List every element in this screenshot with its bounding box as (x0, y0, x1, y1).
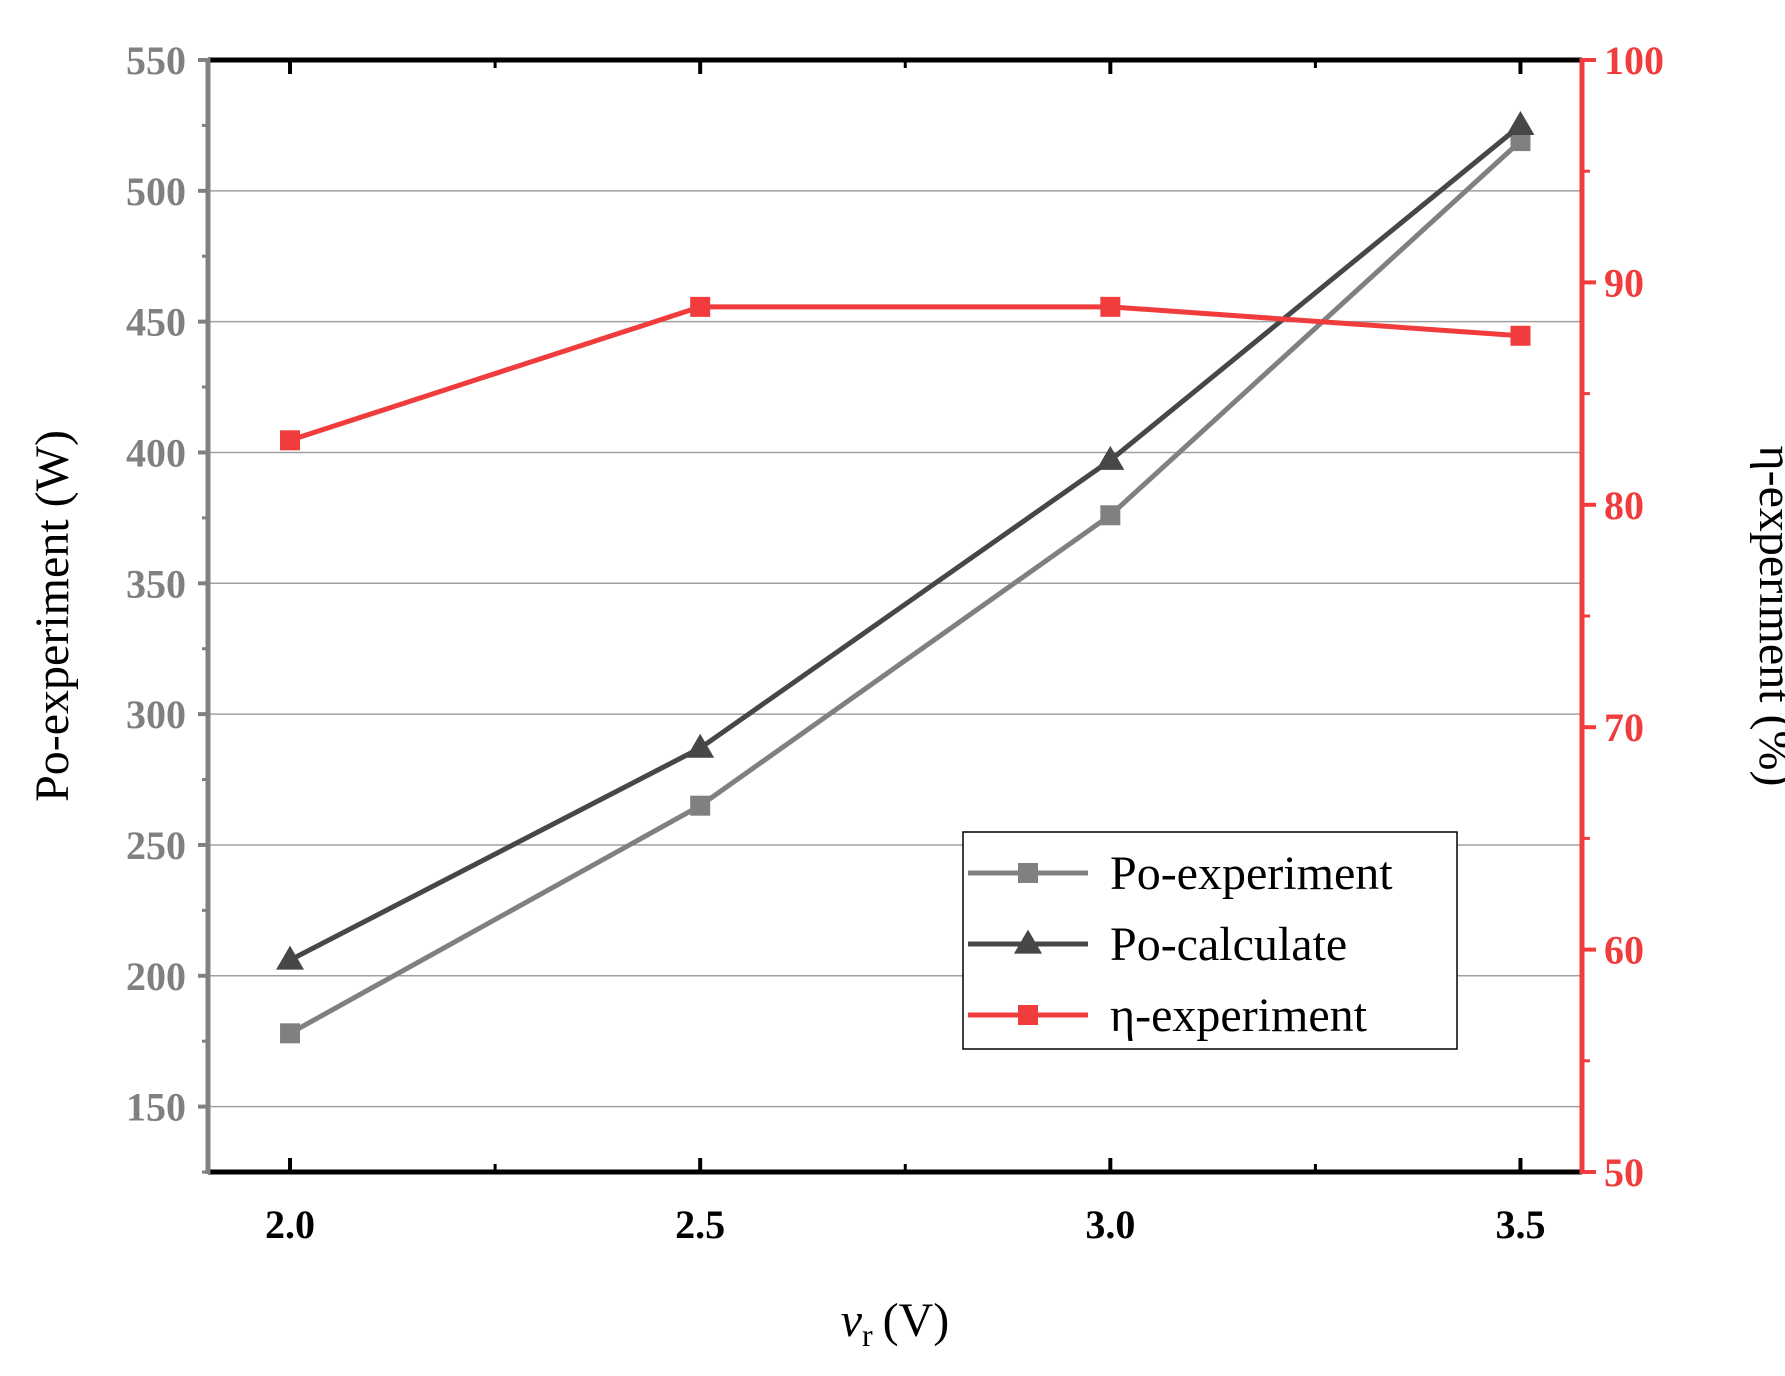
left-tick-label: 550 (126, 38, 186, 83)
x-tick-label: 2.5 (675, 1202, 725, 1247)
x-tick-label: 3.0 (1085, 1202, 1135, 1247)
left-tick-label: 200 (126, 954, 186, 999)
data-point (690, 795, 711, 816)
x-tick-label: 3.5 (1495, 1202, 1545, 1247)
data-point (690, 296, 711, 317)
data-point (686, 733, 715, 758)
x-tick-label: 2.0 (265, 1202, 315, 1247)
x-axis-title-var: v (841, 1294, 863, 1347)
x-axis-title-sub: r (862, 1317, 873, 1353)
series-line (288, 139, 1523, 1036)
right-tick-label: 80 (1604, 483, 1644, 528)
left-axis-title: Po-experiment (W) (26, 430, 79, 802)
left-tick-label: 500 (126, 169, 186, 214)
legend: Po-experiment Po-calculate η-experiment (962, 831, 1458, 1050)
left-tick-label: 450 (126, 300, 186, 345)
series-line (289, 304, 1521, 443)
right-axis-title: η-experiment (%) (1749, 446, 1785, 787)
x-axis-title-unit: (V) (883, 1294, 950, 1347)
left-tick-label: 300 (126, 692, 186, 737)
legend-label: Po-calculate (1110, 918, 1347, 971)
legend-marker (1014, 929, 1042, 954)
data-point (1510, 325, 1531, 346)
data-point (1096, 445, 1125, 470)
tick-labels: 150 200 250 300 350 400 450 500 550 50 60 70 80 90 100… (126, 38, 1664, 1247)
legend-label: Po-experiment (1110, 847, 1393, 900)
series-line (288, 123, 1523, 963)
data-point (280, 430, 301, 451)
left-tick-label: 400 (126, 430, 186, 475)
series-layer (276, 111, 1535, 1044)
x-axis-title: vr (V) (841, 1294, 950, 1353)
legend-marker (1018, 1005, 1038, 1025)
left-tick-label: 250 (126, 823, 186, 868)
right-tick-label: 70 (1604, 705, 1644, 750)
right-tick-label: 90 (1604, 260, 1644, 305)
right-tick-label: 60 (1604, 928, 1644, 973)
left-tick-label: 150 (126, 1085, 186, 1130)
legend-label: η-experiment (1110, 989, 1368, 1042)
left-tick-label: 350 (126, 561, 186, 606)
data-point (1510, 131, 1531, 152)
ticks (198, 58, 1596, 1174)
data-point (1100, 296, 1121, 317)
data-point (280, 1023, 301, 1044)
right-tick-label: 100 (1604, 38, 1664, 83)
legend-marker (1018, 863, 1038, 883)
data-point (1100, 505, 1121, 526)
data-point (1506, 111, 1535, 136)
data-point (276, 945, 305, 970)
axes (205, 57, 1585, 1175)
right-tick-label: 50 (1604, 1150, 1644, 1195)
